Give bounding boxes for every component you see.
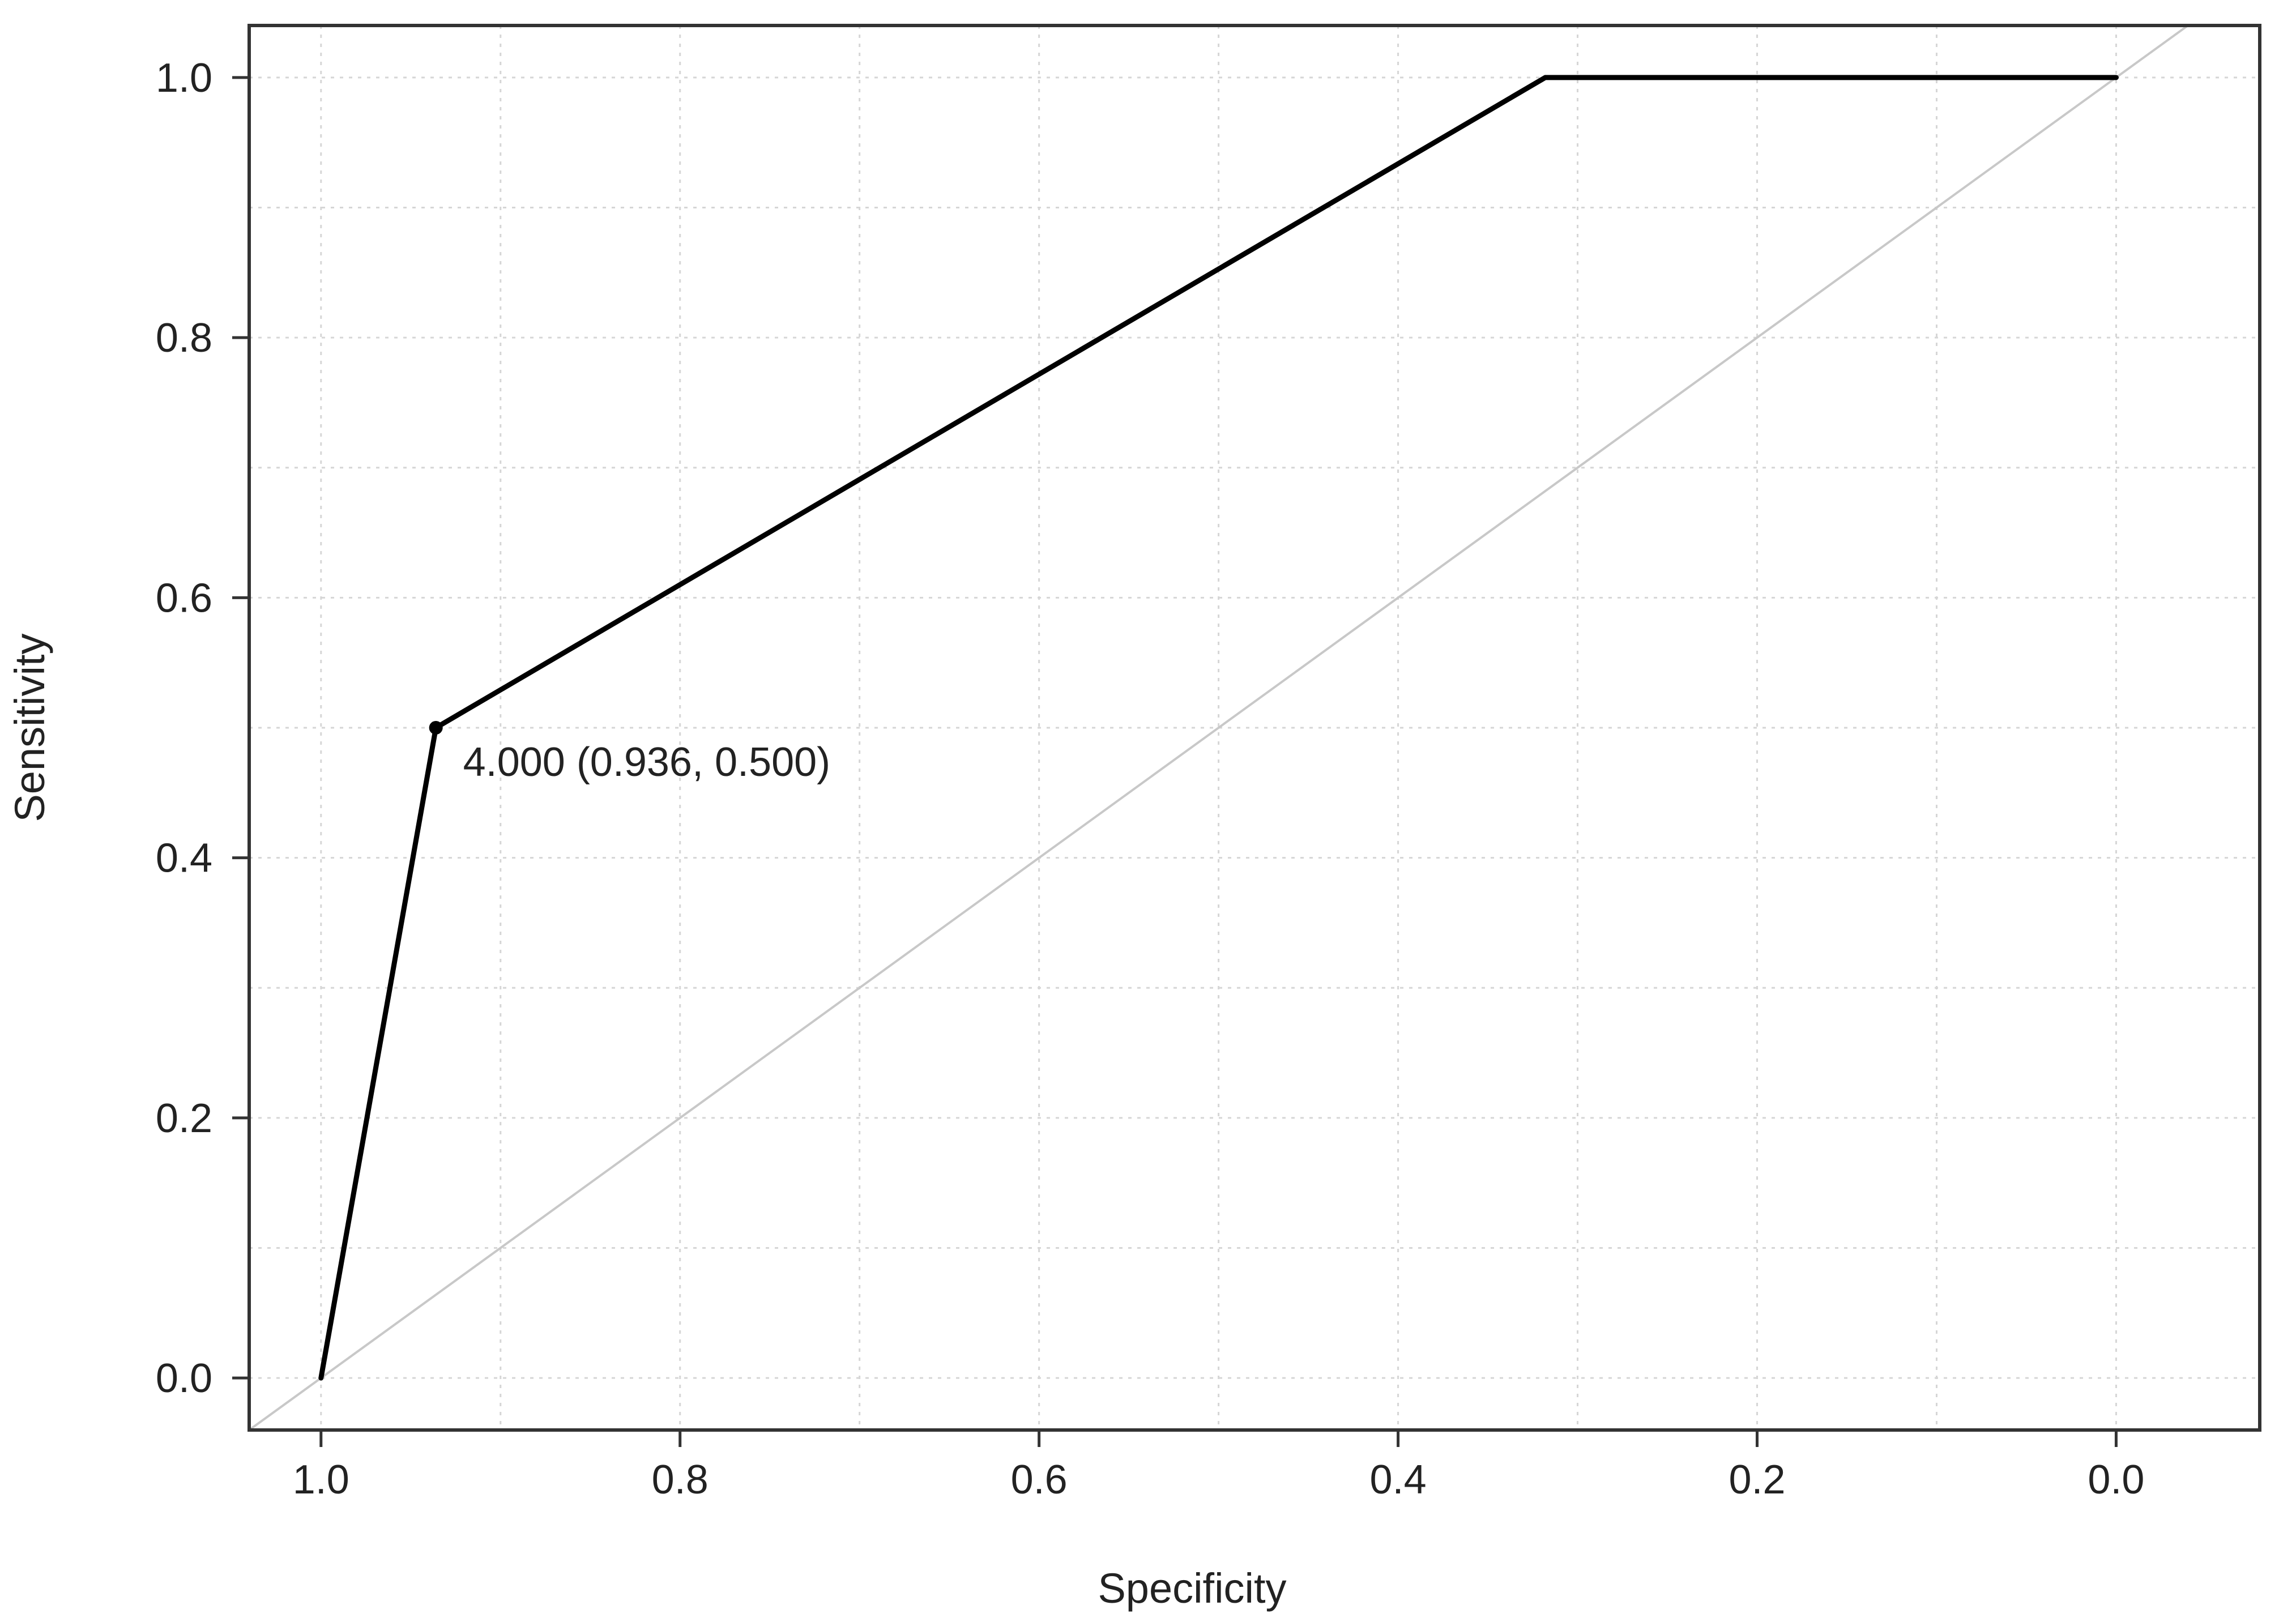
y-axis-title: Sensitivity [6,633,53,822]
x-axis-title: Specificity [1098,1565,1286,1612]
y-tick-label: 0.0 [156,1356,212,1401]
x-tick-label: 1.0 [293,1457,349,1503]
plot-area: 4.000 (0.936, 0.500) [249,25,2190,1430]
roc-curve-line [318,75,2119,1381]
y-tick-label: 1.0 [156,56,212,101]
y-tick-label: 0.8 [156,315,212,361]
threshold-annotation-label: 4.000 (0.936, 0.500) [463,740,830,785]
y-tick-label: 0.4 [156,836,212,881]
x-tick-label: 0.6 [1011,1457,1068,1503]
threshold-point [429,721,443,735]
reference-diagonal-line [249,25,2190,1430]
y-tick-label: 0.6 [156,575,212,621]
x-tick-label: 0.4 [1370,1457,1427,1503]
x-axis: 1.0 0.8 0.6 0.4 0.2 0.0 [293,1430,2144,1503]
x-tick-label: 0.0 [2088,1457,2144,1503]
y-axis: 0.0 0.2 0.4 0.6 0.8 1.0 [156,56,249,1401]
x-tick-label: 0.2 [1729,1457,1785,1503]
plot-frame [247,24,2261,1432]
grid-lines [249,25,2260,1430]
x-tick-label: 0.8 [652,1457,709,1503]
y-tick-label: 0.2 [156,1096,212,1141]
